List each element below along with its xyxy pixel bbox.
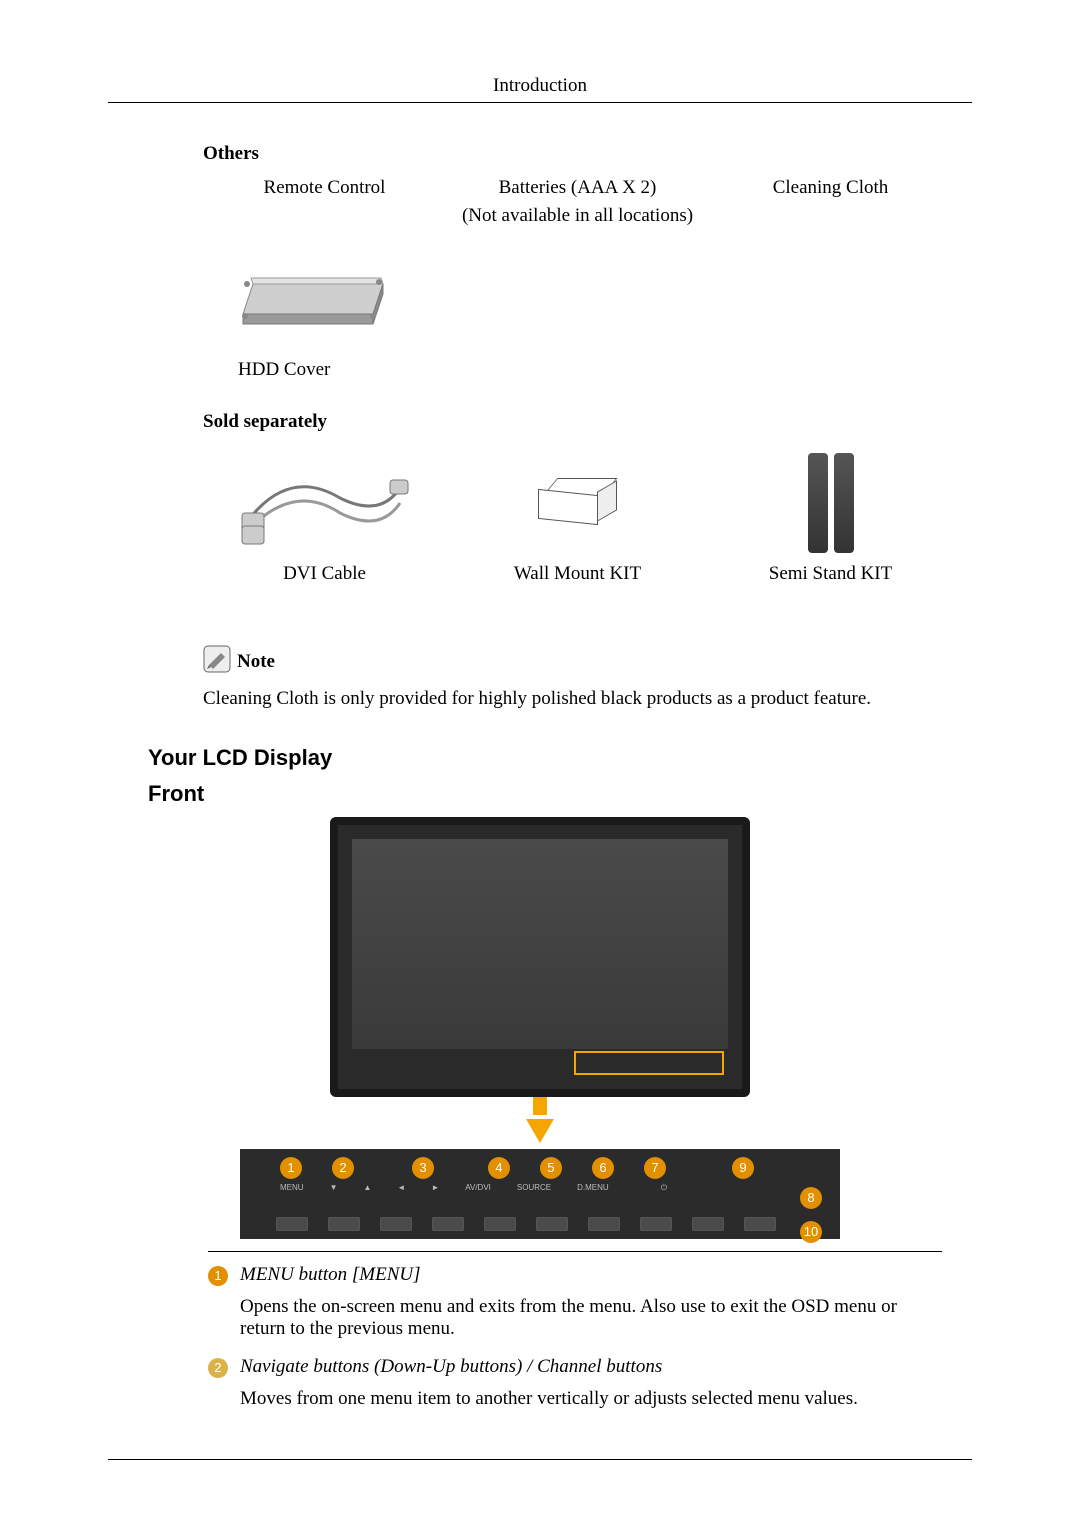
- panel-button: [432, 1217, 464, 1231]
- sold-item-label: Wall Mount KIT: [456, 563, 699, 585]
- sold-item-label: Semi Stand KIT: [709, 563, 952, 585]
- others-item-label: Remote Control: [203, 175, 446, 201]
- arrow-down-icon: [526, 1119, 554, 1143]
- others-grid: Remote Control Batteries (AAA X 2) Clean…: [203, 175, 952, 232]
- panel-number-row: 1 2 3 4 5 6 7 9: [280, 1157, 754, 1179]
- button-panel: 1 2 3 4 5 6 7 9 8 10 MENU ▼ ▲ ◄ ► AV/DVI…: [240, 1149, 840, 1239]
- wall-mount-figure: [456, 443, 699, 563]
- others-item-sub: [203, 201, 446, 232]
- panel-button: [380, 1217, 412, 1231]
- panel-num: 7: [644, 1157, 666, 1179]
- callout-row: 1 MENU button [MENU] Opens the on-screen…: [208, 1264, 942, 1344]
- others-item-sub: (Not available in all locations): [456, 201, 699, 232]
- others-item-label: Batteries (AAA X 2): [456, 175, 699, 201]
- panel-label: ⏻: [661, 1183, 667, 1193]
- panel-labels: MENU ▼ ▲ ◄ ► AV/DVI SOURCE D.MENU ⏻: [280, 1183, 667, 1193]
- others-item-sub: [709, 201, 952, 232]
- sold-grid: DVI Cable Wall Mount KIT Semi Stand KIT: [203, 443, 952, 585]
- panel-buttons: [276, 1217, 776, 1231]
- panel-num: 5: [540, 1157, 562, 1179]
- callout-desc: Moves from one menu item to another vert…: [240, 1388, 942, 1410]
- panel-button: [536, 1217, 568, 1231]
- sold-heading: Sold separately: [203, 411, 972, 433]
- panel-label: SOURCE: [517, 1183, 551, 1193]
- panel-button: [640, 1217, 672, 1231]
- lcd-tv: [330, 817, 750, 1097]
- page-header: Introduction: [108, 75, 972, 103]
- panel-num: 6: [592, 1157, 614, 1179]
- arrow-stem: [533, 1097, 547, 1115]
- document-page: Introduction Others Remote Control Batte…: [0, 0, 1080, 1520]
- panel-label: MENU: [280, 1183, 304, 1193]
- panel-num: 9: [732, 1157, 754, 1179]
- panel-button: [744, 1217, 776, 1231]
- panel-num: 2: [332, 1157, 354, 1179]
- panel-label: ►: [431, 1183, 439, 1193]
- callout-title: MENU button [MENU]: [240, 1264, 942, 1286]
- lcd-screen: [352, 839, 728, 1049]
- panel-label: AV/DVI: [465, 1183, 491, 1193]
- footer-rule: [108, 1459, 972, 1460]
- panel-button: [276, 1217, 308, 1231]
- panel-label: ▲: [363, 1183, 371, 1193]
- note-text: Cleaning Cloth is only provided for high…: [203, 688, 972, 710]
- panel-num: 1: [280, 1157, 302, 1179]
- callout-number: 2: [208, 1358, 228, 1378]
- note-label: Note: [237, 651, 275, 673]
- others-item-label: Cleaning Cloth: [709, 175, 952, 201]
- note-row: Note: [203, 645, 972, 673]
- note-icon: [203, 645, 231, 673]
- dvi-cable-figure: [203, 443, 446, 563]
- lcd-display-heading: Your LCD Display: [148, 745, 972, 771]
- panel-button: [692, 1217, 724, 1231]
- panel-label: ▼: [330, 1183, 338, 1193]
- callout-desc: Opens the on-screen menu and exits from …: [240, 1296, 942, 1340]
- hdd-cover-figure: [223, 244, 972, 349]
- lcd-front-figure: [320, 817, 760, 1143]
- panel-num: 10: [800, 1221, 822, 1243]
- panel-label: ◄: [397, 1183, 405, 1193]
- panel-button: [484, 1217, 516, 1231]
- lcd-highlight-box: [574, 1051, 724, 1075]
- panel-label: D.MENU: [577, 1183, 609, 1193]
- others-heading: Others: [203, 143, 972, 165]
- semi-stand-figure: [709, 443, 952, 563]
- front-heading: Front: [148, 781, 972, 807]
- panel-num: 4: [488, 1157, 510, 1179]
- panel-num: 3: [412, 1157, 434, 1179]
- hdd-cover-label: HDD Cover: [238, 359, 972, 381]
- panel-button: [588, 1217, 620, 1231]
- panel-button: [328, 1217, 360, 1231]
- callout-divider: [208, 1251, 942, 1252]
- sold-item-label: DVI Cable: [203, 563, 446, 585]
- callout-number: 1: [208, 1266, 228, 1286]
- callout-title: Navigate buttons (Down-Up buttons) / Cha…: [240, 1356, 942, 1378]
- panel-num: 8: [800, 1187, 822, 1209]
- callout-row: 2 Navigate buttons (Down-Up buttons) / C…: [208, 1356, 942, 1414]
